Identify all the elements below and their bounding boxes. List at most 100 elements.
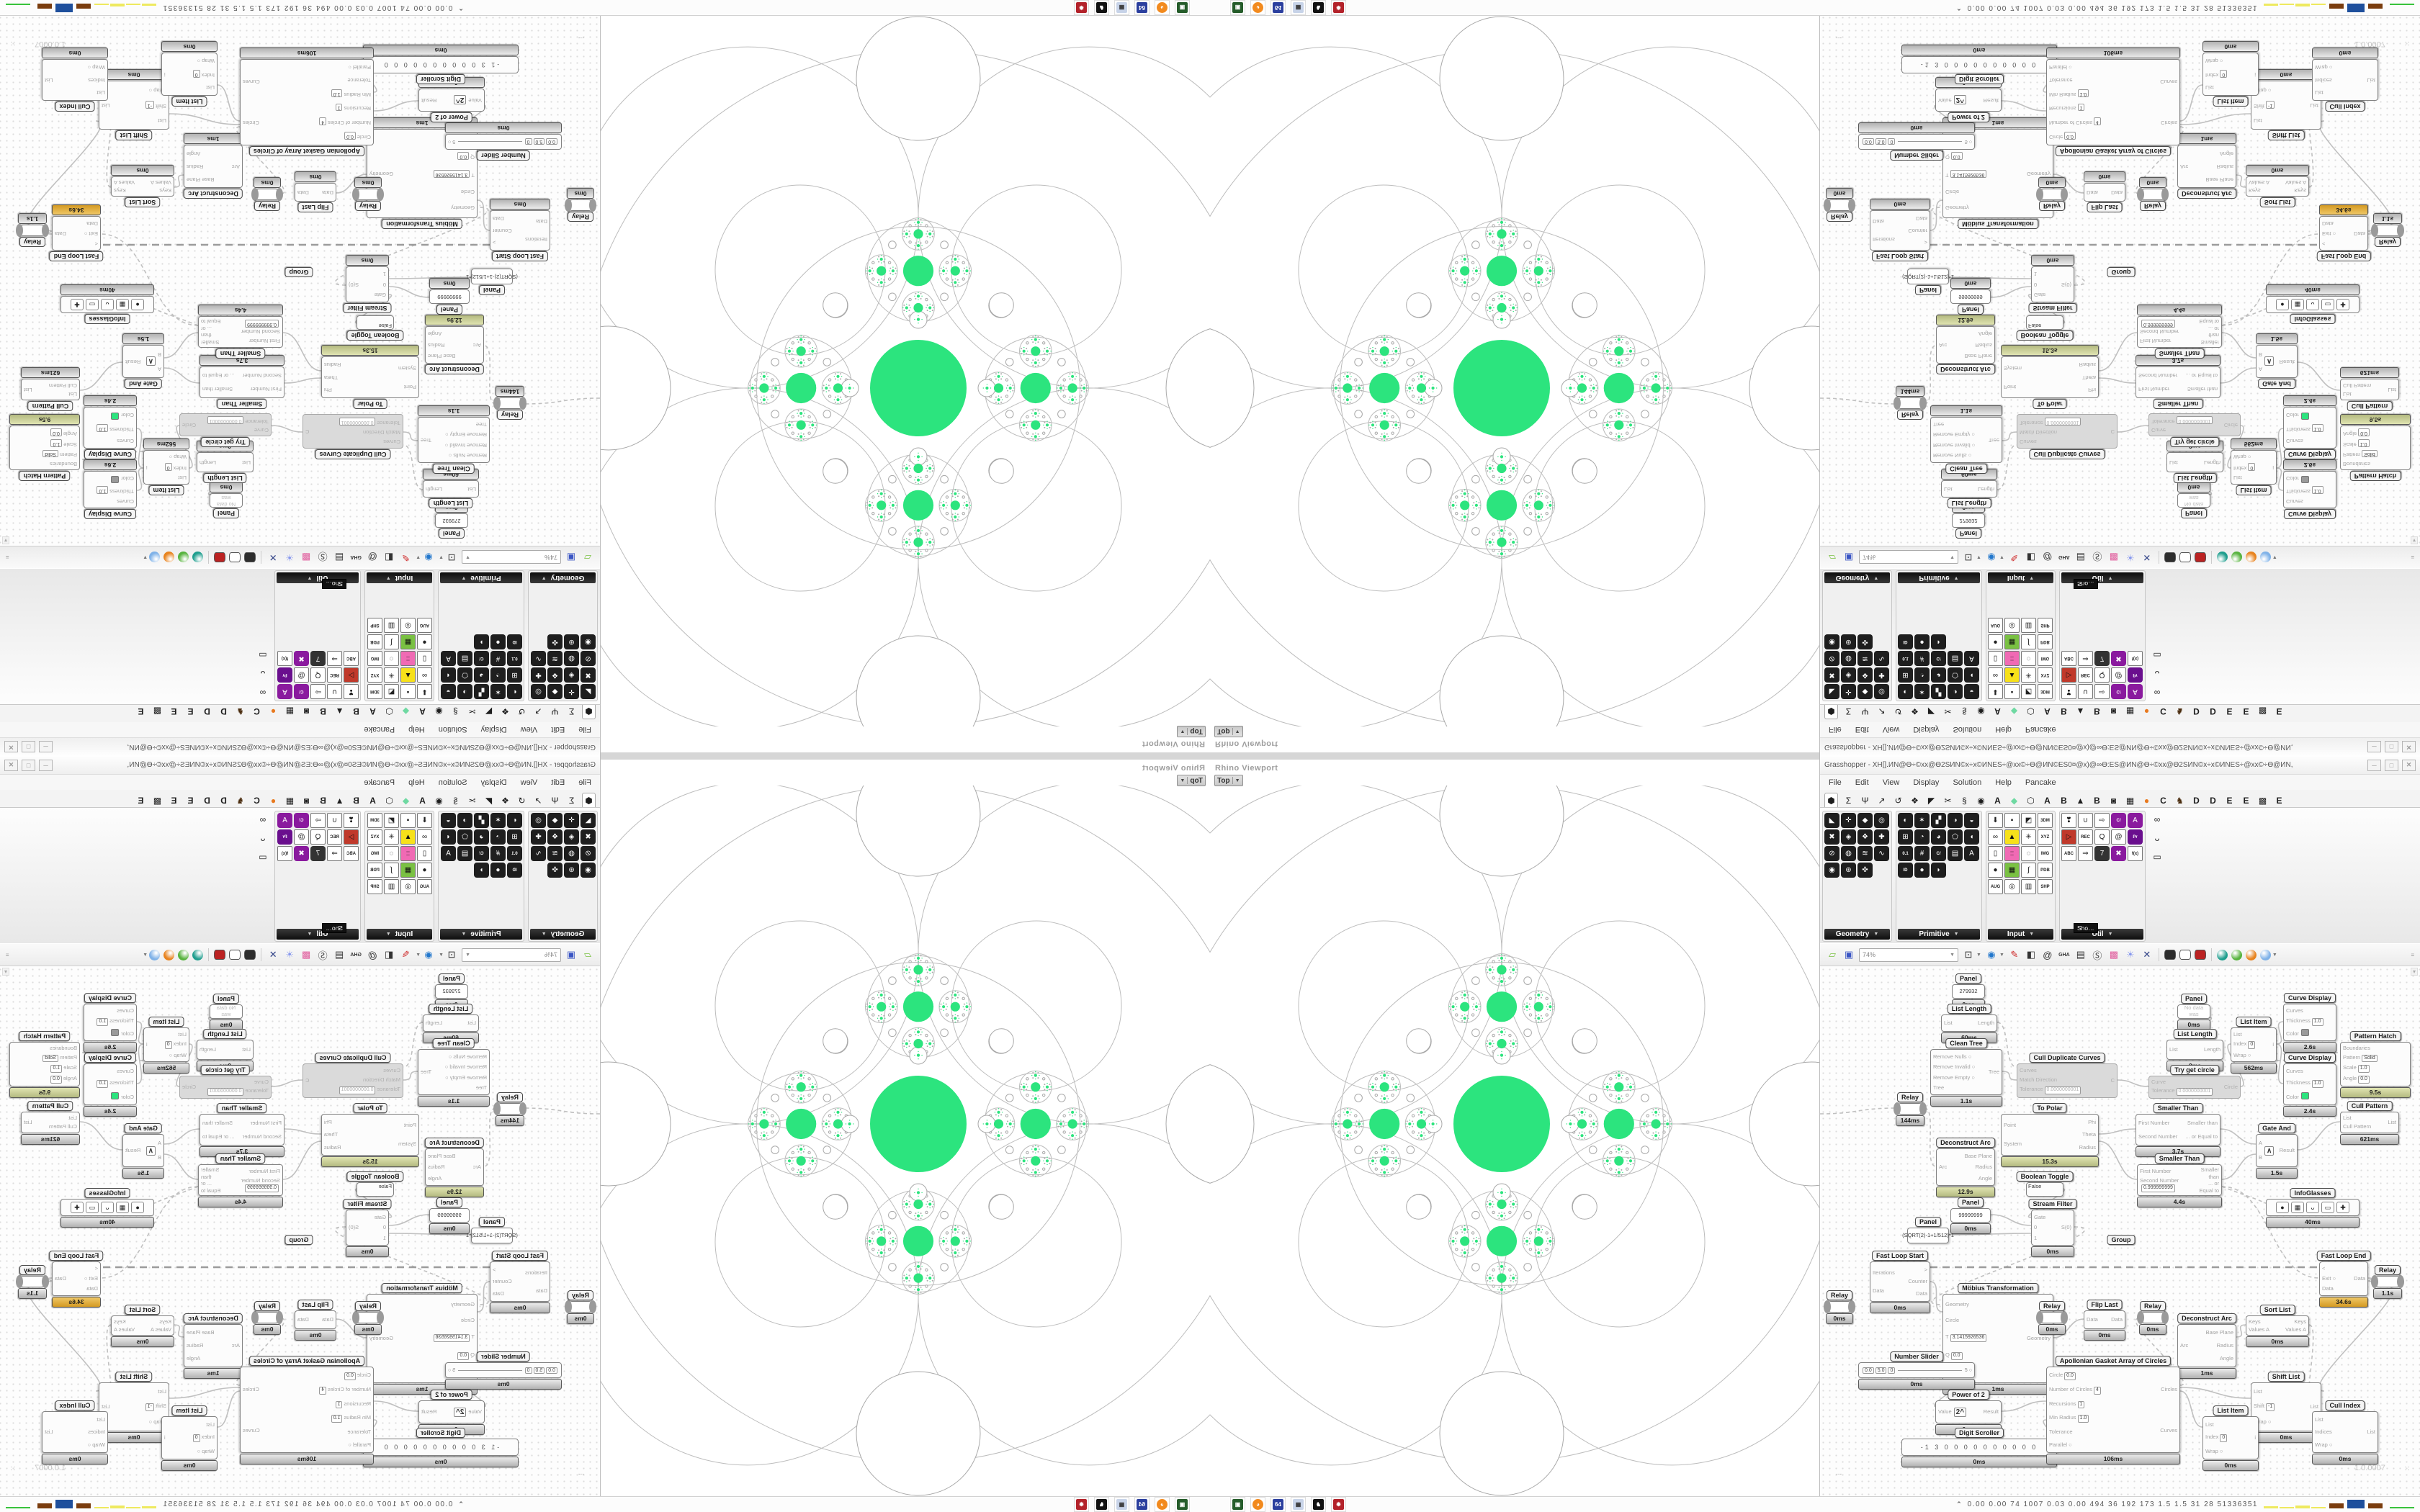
component-icon[interactable]: ◐ <box>507 684 522 699</box>
component-icon[interactable]: C/ <box>474 846 489 861</box>
category-tab-21[interactable]: ♞ <box>236 706 244 717</box>
menu-display[interactable]: Display <box>480 725 507 734</box>
gh-node-relay-r[interactable]: Relay 1.1s <box>2371 1265 2404 1299</box>
find-icon[interactable]: Ⓢ <box>2092 950 2102 961</box>
chevron-down-icon[interactable]: ▼ <box>1999 554 2004 560</box>
component-icon[interactable]: ▥ <box>384 879 399 894</box>
zoom-fit-icon[interactable]: ⊡ <box>447 552 456 563</box>
component-icon[interactable]: ❣ <box>2061 813 2076 828</box>
component-icon[interactable]: ✶ <box>1914 684 1930 699</box>
gh-node-apollonian[interactable]: Apollonian Gasket Array of Circles Circle… <box>2046 1356 2180 1464</box>
custom-preview-blue-icon[interactable] <box>149 949 161 960</box>
category-tab-10[interactable]: A <box>419 706 426 717</box>
component-icon[interactable]: ◖ <box>441 667 456 683</box>
category-tab-17[interactable]: ◙ <box>2110 706 2117 717</box>
category-tab-3[interactable]: ↗ <box>534 706 542 717</box>
component-icon[interactable]: ID <box>1898 634 1913 649</box>
component-icon[interactable]: ▷ <box>2061 667 2076 683</box>
zoom-combo[interactable]: 74% ▼ <box>462 948 561 962</box>
doc-icon[interactable]: ▤ <box>2076 552 2086 563</box>
preview-wire-icon[interactable] <box>229 552 241 562</box>
canvas-scroll-widget[interactable]: ▾ <box>2410 968 2418 976</box>
component-icon[interactable]: XYZ <box>2038 829 2053 845</box>
component-icon[interactable]: ABC <box>344 651 359 666</box>
component-icon[interactable]: REC <box>2078 829 2093 845</box>
component-icon[interactable]: ▥ <box>2021 879 2036 894</box>
custom-preview-teal-icon[interactable] <box>192 552 204 563</box>
cat-icon[interactable]: ♞ <box>1094 0 1109 15</box>
gh-node-smaller-1[interactable]: Smaller Than First Number Second Number Sma… <box>2136 1103 2220 1157</box>
toolbar-overflow-icon[interactable]: ≡ <box>6 951 9 958</box>
preview-wire-icon[interactable] <box>2179 552 2191 562</box>
category-tab-7[interactable]: ✂ <box>1944 795 1952 806</box>
component-icon[interactable]: ▞ <box>1931 684 1946 699</box>
category-tab-17[interactable]: ◙ <box>2110 795 2117 806</box>
gh-node-infoglasses[interactable]: InfoGlasses ● ▦ ᴗ ▭ ✚ 40ms <box>60 284 154 324</box>
category-tab-27[interactable]: E <box>138 795 144 806</box>
gh-node-smaller-2[interactable]: Smaller Than First Number Second Number0.9… <box>2137 1153 2222 1207</box>
component-icon[interactable]: ≋ <box>1857 846 1873 861</box>
preview-off-icon[interactable] <box>2164 552 2176 562</box>
component-icon[interactable]: ✶ <box>490 813 506 828</box>
component-icon[interactable]: 3DM <box>367 684 382 699</box>
gh-node-infoglasses[interactable]: InfoGlasses ● ▦ ᴗ ▭ ✚ 40ms <box>2266 1188 2360 1228</box>
apollonian-fractal-canvas[interactable] <box>1210 786 1819 1500</box>
component-icon[interactable]: ◈ <box>564 829 579 845</box>
component-icon[interactable]: 7 <box>2094 651 2110 666</box>
gh-node-to-polar[interactable]: To Polar Point System Phi Theta Radius 15.3s <box>321 1103 419 1167</box>
gh-node-number-slider[interactable]: Number Slider 0.0 5.0 0 5 ○ 0ms <box>1858 1351 1975 1390</box>
component-icon[interactable]: ◑ <box>457 813 472 828</box>
gift-icon[interactable]: ▩ <box>2109 949 2119 960</box>
custom-preview-blue-icon[interactable] <box>149 552 161 563</box>
component-icon[interactable]: ▯ <box>417 651 432 666</box>
category-tab-6[interactable]: ◤ <box>485 795 493 806</box>
gh-node-to-polar[interactable]: To Polar Point System Phi Theta Radius 15.3s <box>2001 1103 2099 1167</box>
component-icon[interactable]: ⬇ <box>1988 813 2003 828</box>
gh-node-digit-scroller[interactable]: Digit Scroller -1 3 0 0 0 0 0 0 0 0 0 0 0m… <box>363 1428 519 1467</box>
component-icon[interactable]: ❖ <box>547 667 563 683</box>
component-icon[interactable]: ⇨ <box>2094 684 2110 699</box>
maximize-button[interactable]: □ <box>2385 759 2398 771</box>
grasshopper-titlebar[interactable]: Grasshopper - XH[].ИN@Ɵ÷©xx@Ɵ2SИN©x÷x©ИN… <box>1820 756 2420 775</box>
menu-view[interactable]: View <box>520 778 538 787</box>
category-tab-0[interactable]: ⬢ <box>582 793 596 807</box>
floppy-64-icon[interactable]: 64 <box>1134 0 1150 15</box>
palette-group-label[interactable]: Primitive ▼ <box>1898 572 1980 583</box>
gh-node-cull-dup[interactable]: Cull Duplicate Curves Curves Match Directi… <box>2017 1053 2118 1098</box>
component-icon[interactable]: ◌ <box>2021 846 2036 861</box>
component-icon[interactable]: ⬠ <box>1948 667 1963 683</box>
category-tab-6[interactable]: ◤ <box>1927 795 1935 806</box>
component-icon[interactable]: ▥ <box>2021 618 2036 633</box>
gh-node-cull-index[interactable]: Cull Index List Indices Wrap ○ List 0ms <box>42 48 108 112</box>
category-tab-17[interactable]: ◙ <box>303 706 310 717</box>
component-icon[interactable]: ∞ <box>417 667 432 683</box>
category-tab-7[interactable]: ✂ <box>468 706 476 717</box>
component-icon[interactable]: ◈ <box>1841 829 1856 845</box>
gh-node-smaller-2[interactable]: Smaller Than First Number Second Number0.9… <box>198 305 283 359</box>
component-icon[interactable]: 7 <box>310 651 326 666</box>
category-tab-0[interactable]: ⬢ <box>1824 705 1838 719</box>
definition-canvas[interactable]: ... 1.0.0007 ∷ ▾ Relay144msPanel2799320m… <box>1820 16 2420 546</box>
gh-node-digit-scroller[interactable]: Digit Scroller -1 3 0 0 0 0 0 0 0 0 0 0 0m… <box>363 45 519 84</box>
category-tab-24[interactable]: E <box>2226 795 2233 806</box>
component-icon[interactable]: ⊛ <box>1841 634 1856 649</box>
category-tab-11[interactable]: ◆ <box>402 795 410 806</box>
component-icon[interactable]: ◑ <box>457 684 472 699</box>
chevron-down-icon[interactable]: ▼ <box>439 952 444 958</box>
screen-recorder-icon[interactable]: ▣ <box>1175 0 1190 15</box>
category-tab-10[interactable]: A <box>1994 706 2001 717</box>
preview-wire-icon[interactable] <box>229 950 241 960</box>
grasshopper-titlebar[interactable]: Grasshopper - XH[].ИN@Ɵ÷©xx@Ɵ2SИN©x÷x©ИN… <box>0 737 600 756</box>
floppy-64-icon[interactable]: 64 <box>1134 1497 1150 1512</box>
component-icon[interactable]: ✚ <box>1874 667 1889 683</box>
gh-node-panel-9s[interactable]: Panel 99999999 0ms <box>429 1197 470 1234</box>
gh-node-panel-9s[interactable]: Panel 99999999 0ms <box>429 278 470 315</box>
chevron-down-icon[interactable]: ▼ <box>439 554 444 560</box>
gh-node-relay-left[interactable]: Relay 0ms <box>565 188 596 222</box>
gh-node-smaller-1[interactable]: Smaller Than First Number Second Number Sma… <box>200 355 284 409</box>
category-tab-4[interactable]: ↺ <box>1894 795 1902 806</box>
